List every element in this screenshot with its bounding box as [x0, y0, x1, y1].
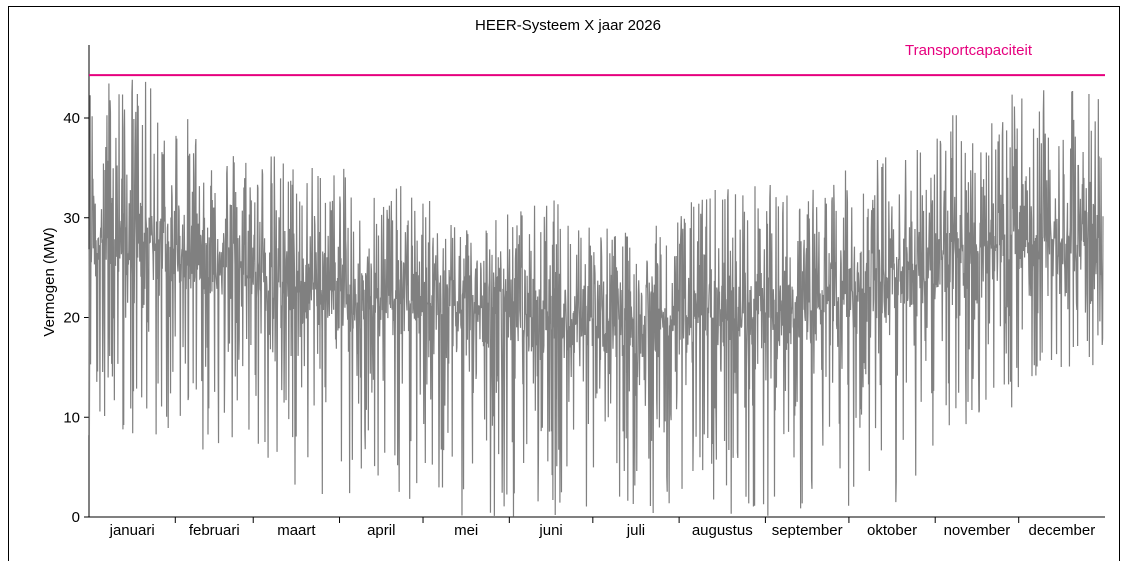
x-tick-label: februari: [189, 522, 240, 539]
x-tick-label: juni: [538, 522, 562, 539]
x-tick-label: december: [1029, 522, 1096, 539]
x-tick-label: oktober: [867, 522, 917, 539]
x-tick-label: maart: [277, 522, 316, 539]
chart-title: HEER-Systeem X jaar 2026: [475, 17, 661, 34]
plot-area: 0 10 20 30 40 januari februari maart april mei jun…: [63, 42, 1105, 539]
x-tick-label: juli: [626, 522, 645, 539]
x-tick-label: augustus: [692, 522, 753, 539]
y-tick-label: 0: [72, 509, 80, 526]
y-tick-label: 20: [63, 310, 80, 327]
series-line-vermogen: [88, 79, 1104, 517]
x-tick-label: april: [367, 522, 395, 539]
x-tick-label: november: [944, 522, 1011, 539]
x-tick-label: september: [772, 522, 843, 539]
transport-capacity-label: Transportcapaciteit: [905, 42, 1033, 59]
x-tick-label: januari: [109, 522, 155, 539]
x-tick-label: mei: [454, 522, 478, 539]
y-tick-label: 40: [63, 110, 80, 127]
y-tick-label: 30: [63, 210, 80, 227]
chart-frame: [8, 6, 1120, 561]
y-axis-label: Vermogen (MW): [41, 227, 58, 336]
y-tick-label: 10: [63, 409, 80, 426]
